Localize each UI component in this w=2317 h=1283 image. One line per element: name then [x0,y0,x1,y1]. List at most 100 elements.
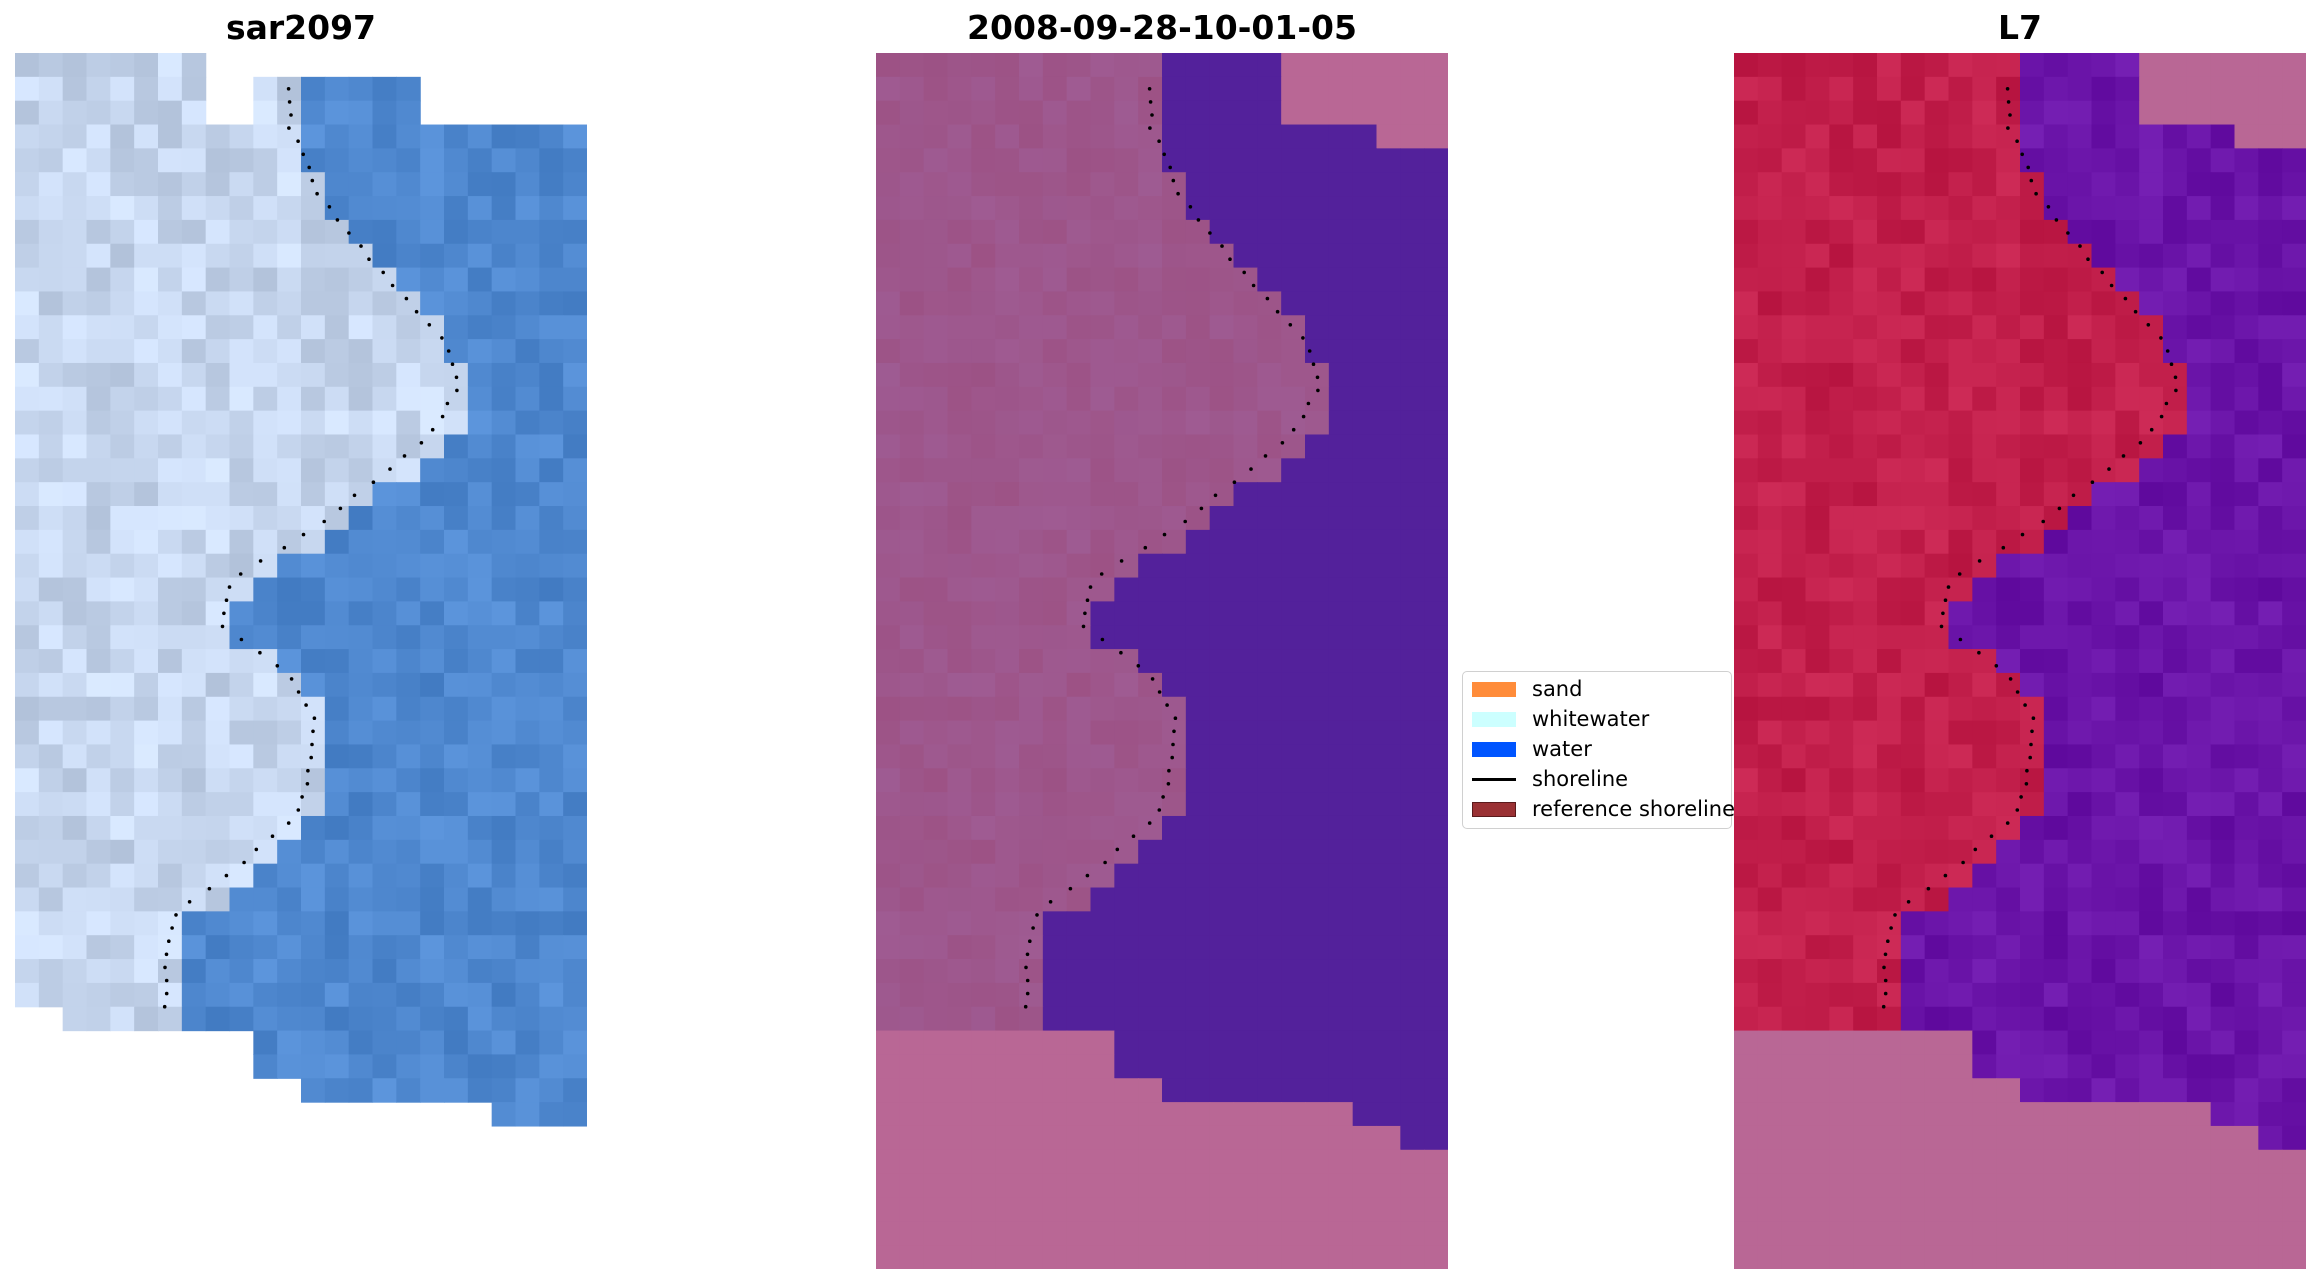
raster-pixel [2020,53,2045,78]
raster-pixel [2163,482,2188,507]
raster-pixel [923,339,949,364]
raster-pixel [1805,1221,1830,1246]
raster-pixel [15,911,40,936]
raster-pixel [1162,482,1187,507]
raster-pixel [110,100,135,126]
raster-pixel [1066,219,1092,245]
raster-pixel [372,720,397,746]
raster-pixel [2139,911,2164,936]
raster-pixel [995,768,1020,793]
raster-pixel [205,720,231,746]
raster-pixel [1185,219,1211,245]
raster-pixel [539,124,564,149]
raster-pixel [491,625,517,650]
raster-pixel [1734,172,1759,197]
raster-pixel [86,148,111,173]
raster-pixel [2067,458,2093,483]
raster-pixel [2186,696,2212,722]
raster-pixel [1877,959,1902,984]
raster-pixel [539,696,564,722]
raster-pixel [1185,744,1211,769]
raster-pixel [1424,291,1448,316]
raster-pixel [324,601,350,626]
shoreline-point [347,231,351,235]
raster-pixel [253,434,278,459]
raster-pixel [1066,792,1092,817]
raster-pixel [158,458,183,483]
raster-pixel [2139,1078,2164,1103]
raster-pixel [2163,1197,2188,1222]
raster-pixel [1162,982,1187,1008]
raster-pixel [1138,148,1163,173]
raster-pixel [205,458,231,483]
raster-pixel [1853,458,1878,483]
raster-pixel [229,124,254,149]
raster-pixel [277,696,302,722]
raster-pixel [491,959,517,984]
legend-label-whitewater: whitewater [1532,707,1650,731]
raster-pixel [2234,553,2259,579]
raster-pixel [1924,219,1950,245]
raster-pixel [1948,815,1973,841]
raster-pixel [1757,219,1783,245]
raster-pixel [2067,839,2093,865]
raster-pixel [2067,1221,2093,1246]
raster-pixel [15,982,40,1008]
raster-pixel [301,839,326,865]
raster-pixel [62,863,88,889]
shoreline-point [187,900,192,904]
raster-pixel [134,672,159,698]
raster-pixel [110,172,135,197]
raster-pixel [1281,315,1306,340]
raster-pixel [2210,529,2236,555]
raster-pixel [1424,1006,1448,1032]
raster-pixel [1233,100,1258,126]
raster-pixel [38,649,64,674]
raster-pixel [971,458,996,483]
rgb-image-panel [15,53,587,1127]
raster-pixel [1209,887,1235,912]
raster-pixel [947,148,972,173]
raster-pixel [253,172,278,197]
raster-pixel [324,696,350,722]
raster-pixel [1042,911,1068,936]
raster-pixel [1209,839,1235,865]
raster-pixel [1352,887,1378,912]
raster-pixel [563,887,587,912]
raster-pixel [396,911,421,936]
legend-label-reference-shoreline: reference shoreline [1532,797,1736,821]
raster-pixel [324,267,350,293]
shoreline-point [1172,729,1176,734]
raster-pixel [491,1030,517,1056]
raster-pixel [86,362,111,388]
raster-pixel [876,53,901,78]
raster-pixel [205,529,231,555]
shoreline-point [1242,270,1246,275]
raster-pixel [923,863,949,889]
shoreline-point [270,834,275,838]
raster-pixel [348,100,374,126]
raster-pixel [923,911,949,936]
raster-pixel [2043,1054,2069,1079]
raster-pixel [158,959,183,984]
raster-pixel [1090,124,1115,149]
raster-pixel [2020,649,2045,674]
raster-pixel [491,386,517,412]
shoreline-point [239,637,244,642]
raster-pixel [539,815,564,841]
raster-pixel [1424,458,1448,483]
raster-pixel [1352,529,1378,555]
raster-pixel [1042,315,1068,340]
shoreline-point [2066,231,2070,235]
shoreline-point [275,664,280,668]
raster-pixel [1376,625,1401,650]
raster-pixel [2163,959,2188,984]
raster-pixel [2115,672,2140,698]
raster-pixel [923,172,949,197]
raster-pixel [253,148,278,173]
shoreline-point [289,113,293,117]
raster-pixel [1900,863,1926,889]
shoreline-point [2015,139,2019,143]
raster-pixel [2043,172,2069,197]
raster-pixel [396,935,421,960]
